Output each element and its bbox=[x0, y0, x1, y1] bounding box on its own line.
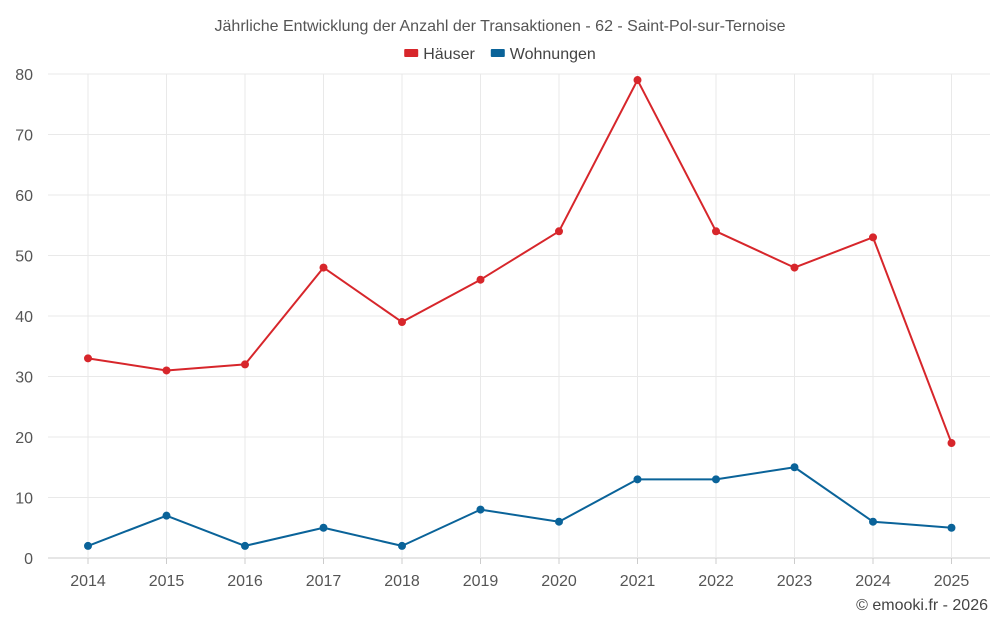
series-1-line bbox=[87, 79, 953, 444]
series-2-point-2018 bbox=[398, 541, 406, 550]
y-tick-label-30: 30 bbox=[15, 370, 33, 387]
series-1-point-2023 bbox=[790, 263, 799, 272]
x-tick-label-2022: 2022 bbox=[698, 573, 734, 590]
legend: Häuser Wohnungen bbox=[404, 46, 596, 63]
series-layer bbox=[84, 76, 956, 550]
series-2-point-2016 bbox=[241, 541, 249, 550]
y-tick-label-0: 0 bbox=[24, 551, 33, 568]
series-2-point-2017 bbox=[319, 523, 328, 532]
series-1-point-2015 bbox=[162, 366, 171, 375]
series-2-point-2015 bbox=[162, 511, 171, 520]
x-tick-label-2021: 2021 bbox=[620, 573, 656, 590]
series-2-point-2014 bbox=[84, 541, 92, 550]
series-1-point-2014 bbox=[84, 354, 92, 363]
x-tick-label-2024: 2024 bbox=[855, 573, 891, 590]
legend-swatch-1 bbox=[404, 49, 419, 57]
y-tick-label-40: 40 bbox=[15, 309, 33, 326]
series-1-point-2025 bbox=[947, 439, 956, 448]
series-2-point-2020 bbox=[555, 517, 563, 526]
chart-title: Jährliche Entwicklung der Anzahl der Tra… bbox=[215, 18, 786, 35]
y-tick-label-80: 80 bbox=[15, 67, 33, 84]
series-1-point-2017 bbox=[319, 263, 328, 272]
series-2-point-2021 bbox=[633, 475, 642, 484]
x-tick-label-2025: 2025 bbox=[934, 573, 970, 590]
y-tick-label-10: 10 bbox=[15, 491, 33, 508]
x-tick-label-2015: 2015 bbox=[149, 573, 185, 590]
x-tick-label-2020: 2020 bbox=[541, 573, 577, 590]
y-axis-ticks: 0 10 20 30 40 50 60 70 80 bbox=[15, 67, 33, 568]
legend-label-1: Häuser bbox=[423, 46, 475, 63]
y-tick-label-50: 50 bbox=[15, 249, 33, 266]
series-1-point-2024 bbox=[869, 233, 877, 242]
credit-text: © emooki.fr - 2026 bbox=[856, 597, 988, 614]
x-tick-label-2017: 2017 bbox=[306, 573, 342, 590]
series-1-point-2018 bbox=[398, 318, 406, 327]
x-axis-ticks: 2014 2015 2016 2017 2018 2019 2020 2021 2022 2023… bbox=[70, 558, 969, 590]
x-tick-label-2019: 2019 bbox=[463, 573, 499, 590]
series-2-point-2024 bbox=[869, 517, 877, 526]
x-tick-label-2023: 2023 bbox=[777, 573, 813, 590]
series-1-point-2021 bbox=[633, 76, 642, 85]
y-tick-label-70: 70 bbox=[15, 128, 33, 145]
y-tick-label-60: 60 bbox=[15, 188, 33, 205]
legend-swatch-2 bbox=[490, 49, 505, 57]
series-2-point-2019 bbox=[476, 505, 485, 514]
legend-item-1: Häuser bbox=[404, 46, 475, 63]
series-2-line bbox=[87, 466, 952, 547]
series-1-point-2020 bbox=[555, 227, 563, 236]
x-tick-label-2018: 2018 bbox=[384, 573, 420, 590]
series-2-point-2025 bbox=[947, 523, 956, 532]
x-tick-label-2014: 2014 bbox=[70, 573, 106, 590]
series-1-point-2019 bbox=[476, 275, 485, 284]
legend-item-2: Wohnungen bbox=[490, 46, 596, 63]
legend-label-2: Wohnungen bbox=[510, 46, 596, 63]
y-tick-label-20: 20 bbox=[15, 430, 33, 447]
series-1-point-2022 bbox=[712, 227, 720, 236]
x-tick-label-2016: 2016 bbox=[227, 573, 263, 590]
series-1-point-2016 bbox=[241, 360, 249, 369]
series-2-point-2023 bbox=[790, 463, 799, 472]
series-2-point-2022 bbox=[712, 475, 720, 484]
